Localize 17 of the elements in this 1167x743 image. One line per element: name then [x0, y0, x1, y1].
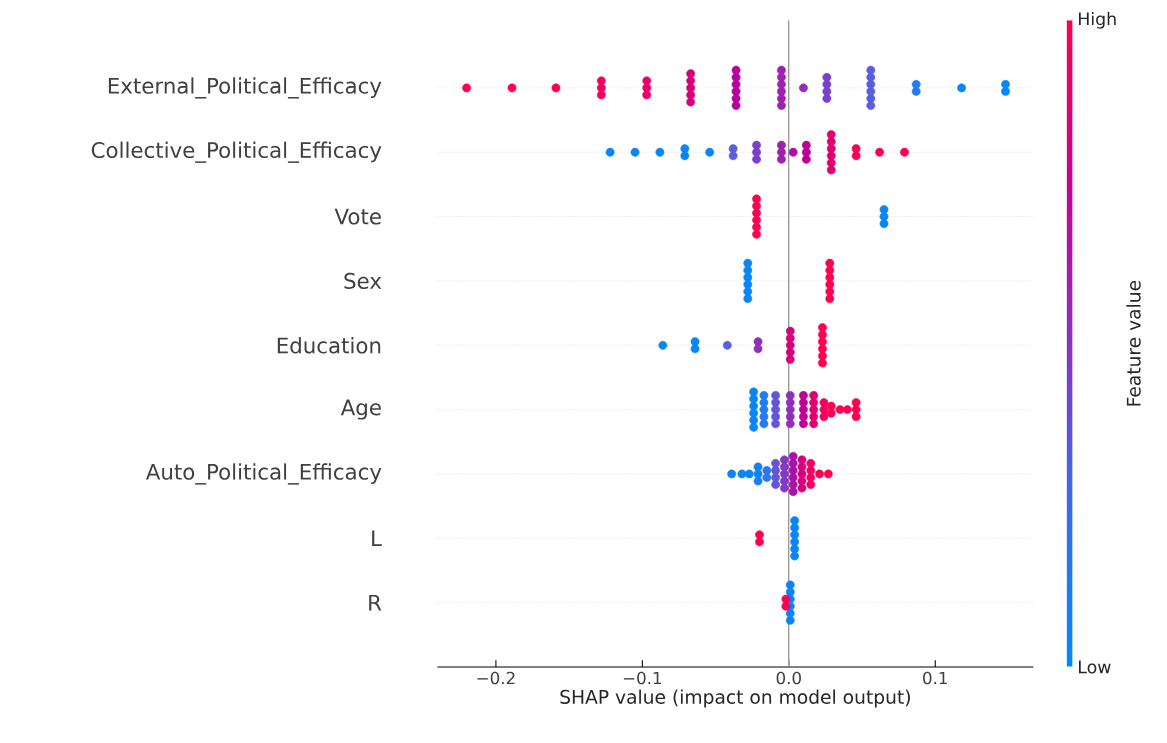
y-tick-label: Age: [340, 399, 381, 420]
color-bar-label: High: [1079, 11, 1116, 29]
y-tick-label: Sex: [344, 272, 382, 289]
y-tick-label: Education: [277, 337, 381, 354]
y-tick-label: Collective_Political_Efficacy: [91, 141, 382, 163]
x-tick-label: −0.1: [623, 671, 662, 685]
y-tick-label: Auto_Political_Efficacy: [145, 463, 382, 485]
color-bar-title: Feature value: [1126, 280, 1141, 406]
x-axis-title: SHAP value (impact on model output): [560, 689, 910, 708]
y-tick-label: R: [369, 594, 382, 611]
x-tick-label: 0.0: [776, 671, 801, 685]
y-tick-label: L: [372, 530, 382, 547]
y-tick-label: Vote: [334, 208, 381, 225]
x-tick-label: −0.2: [477, 671, 515, 685]
color-bar-label: Low: [1079, 660, 1111, 674]
x-tick-label: 0.1: [923, 671, 947, 685]
y-tick-label: External_Political_Efficacy: [108, 77, 382, 99]
